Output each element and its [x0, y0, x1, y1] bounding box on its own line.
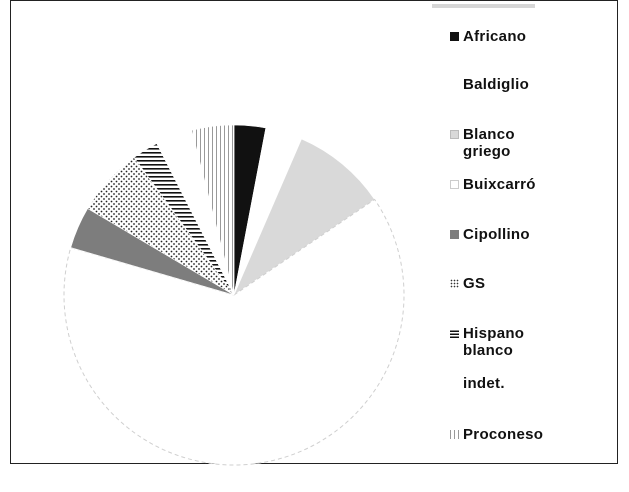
legend-item-baldiglio: Baldiglio — [450, 76, 529, 93]
legend-label: Africano — [463, 28, 527, 45]
legend-swatch-icon — [450, 230, 459, 239]
legend-label: indet. — [463, 375, 505, 392]
legend-top-bar — [432, 4, 535, 8]
legend-item-hispano-blanco: Hispano blanco — [450, 325, 524, 359]
legend-swatch-icon — [450, 430, 459, 439]
legend-label: Baldiglio — [463, 76, 530, 93]
frame-border-top — [10, 0, 618, 1]
legend-label: Blanco griego — [463, 126, 515, 160]
legend-item-gs: GS — [450, 275, 485, 292]
legend-label: Cipollino — [463, 226, 530, 243]
frame-border-bottom — [10, 463, 618, 464]
frame-border-left — [10, 0, 11, 463]
legend-item-proconeso: Proconeso — [450, 426, 543, 443]
legend-label: Proconeso — [463, 426, 544, 443]
legend-label: Buixcarró — [463, 176, 536, 193]
legend-label: Hispano blanco — [463, 325, 525, 359]
pie-slice-proconeso — [191, 124, 235, 296]
legend-item-blanco-griego: Blanco griego — [450, 126, 515, 160]
legend-item-africano: Africano — [450, 28, 526, 45]
legend-item-buixcarro: Buixcarró — [450, 176, 536, 193]
pie-slice-buixcarro — [63, 198, 405, 466]
legend-item-indet: indet. — [450, 375, 505, 392]
legend-swatch-icon — [450, 279, 459, 288]
legend-swatch-icon — [450, 130, 459, 139]
legend-item-cipollino: Cipollino — [450, 226, 530, 243]
legend-swatch-icon — [450, 32, 459, 41]
legend-swatch-icon — [450, 329, 459, 338]
legend-swatch-icon — [450, 180, 459, 189]
frame-border-right — [617, 0, 618, 463]
pie-slice-blanco-griego — [233, 138, 376, 296]
legend-label: GS — [463, 275, 486, 292]
